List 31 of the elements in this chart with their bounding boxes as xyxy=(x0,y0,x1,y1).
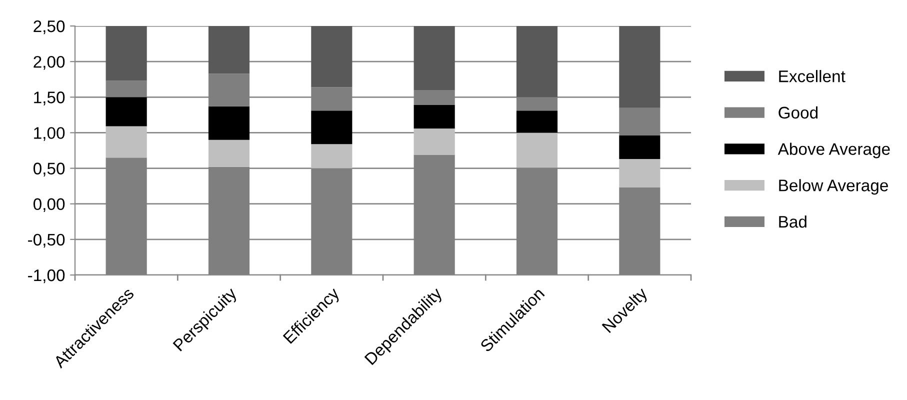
y-tick-label: 1,00 xyxy=(34,127,65,141)
bar xyxy=(106,126,147,158)
bar xyxy=(311,110,352,144)
y-tick-label: -1,00 xyxy=(28,269,65,284)
y-tick-label: 2,50 xyxy=(34,20,65,34)
bar xyxy=(208,106,250,140)
legend-label: Below Average xyxy=(779,179,888,195)
bar xyxy=(208,26,250,74)
y-tick-label: 1,50 xyxy=(34,92,65,106)
legend-label: Excellent xyxy=(779,70,846,82)
bar xyxy=(619,26,660,108)
bar xyxy=(106,26,147,81)
bar xyxy=(414,104,455,128)
bar xyxy=(516,132,558,168)
bar xyxy=(619,159,660,188)
bar xyxy=(311,144,352,168)
y-tick-label: 0,50 xyxy=(33,162,65,176)
y-tick-label: -0,50 xyxy=(28,234,65,248)
bar xyxy=(311,26,352,88)
legend-label: Good xyxy=(778,106,818,119)
bar xyxy=(516,26,558,98)
bar xyxy=(619,136,660,160)
bar xyxy=(106,97,147,126)
bar xyxy=(208,140,250,167)
legend-label: Above Average xyxy=(778,142,890,158)
y-tick-label: 2,00 xyxy=(34,56,65,70)
bar xyxy=(516,110,558,133)
bar xyxy=(414,26,455,90)
legend-label: Bad xyxy=(779,215,806,228)
y-tick-label: 0,00 xyxy=(33,198,65,212)
bar xyxy=(414,128,455,155)
